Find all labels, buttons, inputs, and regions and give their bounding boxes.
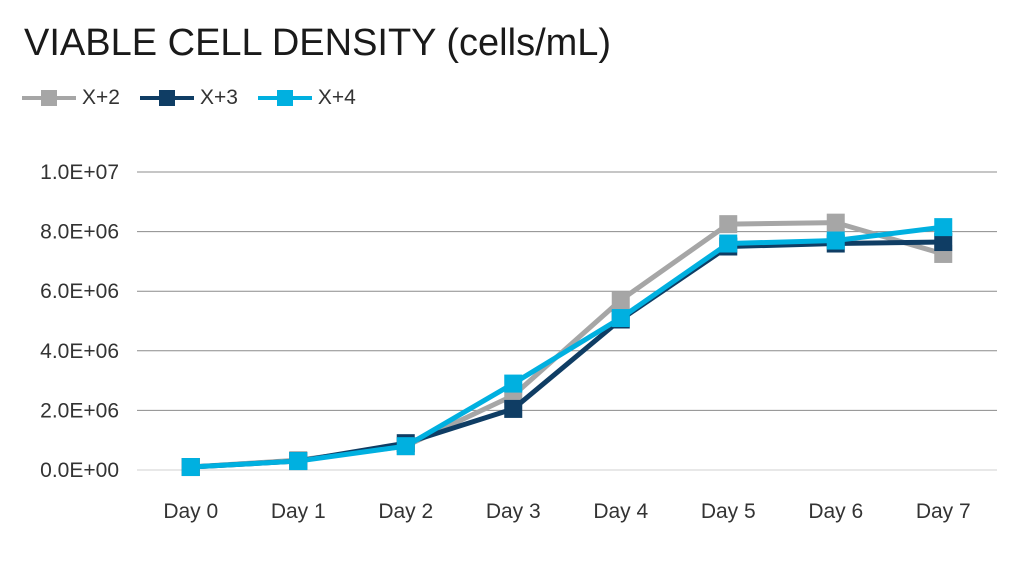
- x-tick-label: Day 3: [486, 500, 541, 523]
- legend-label: X+3: [199, 86, 238, 109]
- data-point-marker: [611, 309, 630, 328]
- x-tick-label: Day 5: [701, 500, 756, 523]
- series-line-2: [190, 224, 944, 470]
- data-point-marker: [181, 458, 200, 477]
- legend-label: X+4: [317, 86, 356, 109]
- legend-item-x2: X+2: [22, 86, 120, 110]
- legend-item-x3: X+3: [139, 86, 238, 110]
- data-point-marker: [719, 234, 738, 253]
- y-tick-label: 4.0E+06: [40, 340, 119, 363]
- series-line-0: [190, 220, 944, 470]
- data-point-marker: [934, 218, 953, 237]
- legend-swatch-icon: [139, 89, 194, 107]
- data-point-marker: [504, 374, 523, 393]
- y-tick-label: 0.0E+00: [40, 459, 119, 482]
- y-tick-label: 1.0E+07: [40, 161, 119, 184]
- data-point-marker: [504, 399, 523, 418]
- chart-title: VIABLE CELL DENSITY (cells/mL): [24, 22, 612, 64]
- y-tick-label: 8.0E+06: [40, 221, 119, 244]
- x-tick-label: Day 4: [593, 500, 648, 523]
- data-point-marker: [826, 231, 845, 250]
- data-point-marker: [611, 291, 630, 310]
- legend-item-x4: X+4: [257, 86, 356, 110]
- legend-swatch-icon: [22, 89, 76, 107]
- data-point-marker: [396, 437, 415, 456]
- x-tick-label: Day 0: [163, 500, 218, 523]
- legend-swatch-icon: [257, 89, 312, 107]
- legend-label: X+2: [82, 86, 120, 109]
- legend: X+2 X+3 X+4: [22, 86, 356, 110]
- x-tick-label: Day 7: [916, 500, 971, 523]
- series-line-1: [190, 239, 944, 470]
- data-point-marker: [289, 452, 308, 471]
- x-tick-label: Day 6: [808, 500, 863, 523]
- data-point-marker: [826, 213, 845, 232]
- data-point-marker: [719, 215, 738, 234]
- y-tick-label: 6.0E+06: [40, 280, 119, 303]
- y-tick-label: 2.0E+06: [40, 399, 119, 422]
- x-tick-label: Day 1: [271, 500, 326, 523]
- x-tick-label: Day 2: [378, 500, 433, 523]
- data-point-marker: [934, 233, 953, 252]
